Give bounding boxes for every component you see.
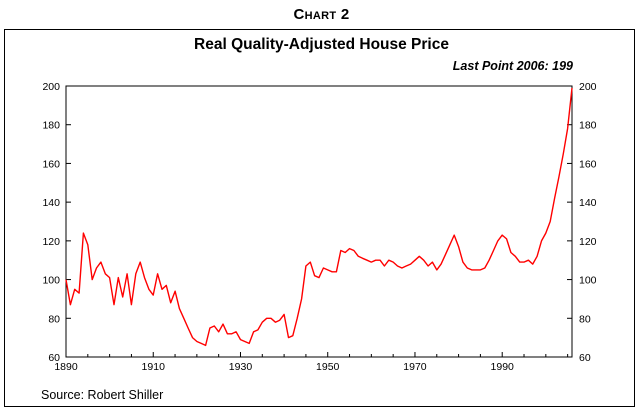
chart-title: Real Quality-Adjusted House Price — [194, 36, 449, 53]
x-tick-label-1910: 1910 — [142, 361, 166, 373]
y-tick-label-right-60: 60 — [579, 352, 591, 364]
x-tick-label-1970: 1970 — [403, 361, 427, 373]
last-point-annotation: Last Point 2006: 199 — [452, 59, 573, 73]
y-tick-label-left-80: 80 — [48, 313, 60, 325]
x-tick-label-1950: 1950 — [316, 361, 340, 373]
y-tick-label-right-80: 80 — [579, 313, 591, 325]
chart-label: CHART 2 — [293, 6, 350, 23]
y-tick-label-left-180: 180 — [42, 120, 60, 132]
series-line-house-price — [65, 87, 573, 347]
y-tick-label-left-120: 120 — [42, 236, 60, 248]
y-tick-label-left-60: 60 — [48, 352, 60, 364]
y-tick-label-right-180: 180 — [579, 120, 597, 132]
y-tick-label-right-200: 200 — [579, 81, 597, 93]
x-tick-label-1890: 1890 — [54, 361, 78, 373]
y-tick-label-left-200: 200 — [42, 81, 60, 93]
y-tick-label-right-160: 160 — [579, 158, 597, 170]
y-tick-label-left-140: 140 — [42, 197, 60, 209]
plot-box — [65, 85, 573, 358]
y-axes: 60 60 80 80 100 100 120 120 140 140 160 160 180 180 20… — [42, 81, 596, 364]
x-axis: 1890 1910 1930 1950 1970 1990 — [54, 352, 569, 373]
x-tick-label-1990: 1990 — [491, 361, 515, 373]
y-tick-label-right-120: 120 — [579, 236, 597, 248]
y-tick-label-left-100: 100 — [42, 275, 60, 287]
y-tick-label-left-160: 160 — [42, 158, 60, 170]
chart-frame — [4, 29, 635, 407]
y-tick-label-right-140: 140 — [579, 197, 597, 209]
x-tick-label-1930: 1930 — [229, 361, 253, 373]
source-note: Source: Robert Shiller — [41, 388, 164, 402]
y-tick-label-right-100: 100 — [579, 275, 597, 287]
